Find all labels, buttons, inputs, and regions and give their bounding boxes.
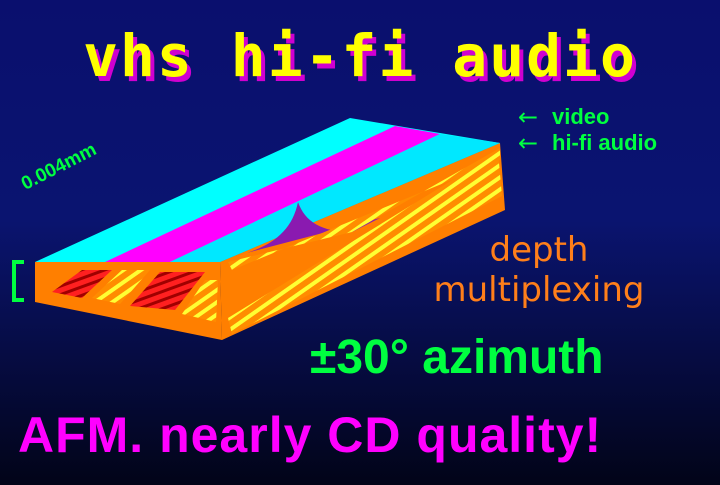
video-label: video: [552, 104, 610, 129]
video-depth-stripes-1: [52, 270, 112, 298]
video-depth-stripes-2: [130, 272, 205, 310]
hifi-depth-stripes-2: [182, 280, 218, 322]
video-track-band-right: [170, 134, 500, 262]
hifi-arrow-icon: ←: [518, 129, 539, 157]
hifi-depth-stripes-1: [92, 270, 150, 304]
video-arrow-icon: ←: [518, 103, 539, 131]
thickness-bracket: [12, 260, 24, 302]
afm-caption: AFM. nearly CD quality!: [18, 407, 603, 463]
exposed-hifi-layer: [228, 148, 500, 270]
audio-track-band: [105, 126, 440, 262]
depth-label-line2: multiplexing: [433, 270, 645, 310]
peeled-layer: [235, 202, 380, 256]
depth-label-line1: depth: [489, 230, 589, 270]
hifi-track-stripes: [228, 152, 502, 334]
depth-multiplexing-label: depth multiplexing: [424, 230, 654, 310]
azimuth-label: ±30° azimuth: [310, 331, 604, 384]
page-title: vhs hi-fi audio: [83, 22, 637, 90]
hifi-audio-label: hi-fi audio: [552, 130, 658, 155]
